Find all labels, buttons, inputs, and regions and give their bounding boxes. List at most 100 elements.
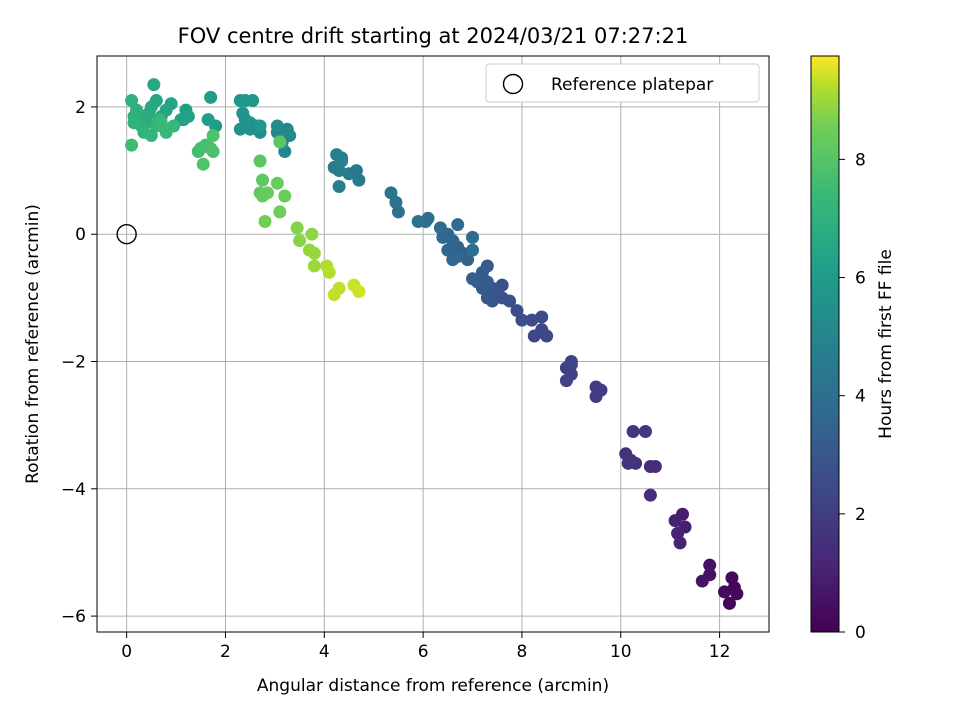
data-point [621, 456, 635, 470]
data-point [307, 259, 321, 273]
data-point [236, 106, 250, 120]
data-point [564, 355, 578, 369]
data-point [233, 122, 247, 136]
data-point [159, 125, 173, 139]
data-point [352, 284, 366, 298]
data-point [480, 259, 494, 273]
data-point [273, 205, 287, 219]
data-point [525, 313, 539, 327]
y-axis-label: Rotation from reference (arcmin) [23, 204, 43, 484]
colorbar-ticks: 0 2 4 6 8 [839, 150, 866, 643]
legend: Reference platepar [485, 63, 760, 103]
data-point [196, 157, 210, 171]
data-point [559, 374, 573, 388]
data-point [466, 272, 480, 286]
data-point [727, 580, 741, 594]
data-point [626, 425, 640, 439]
data-point [125, 138, 139, 152]
data-point [144, 129, 158, 143]
data-point [332, 179, 346, 193]
data-point [648, 460, 662, 474]
data-point [322, 265, 336, 279]
data-point [327, 288, 341, 302]
data-point [305, 227, 319, 241]
legend-marker-icon [502, 73, 524, 95]
data-point [589, 390, 603, 404]
data-point [290, 221, 304, 235]
grid-lines [97, 56, 769, 632]
data-point [260, 186, 274, 200]
data-point [673, 536, 687, 550]
data-point [206, 129, 220, 143]
y-tick-label: −4 [61, 480, 86, 500]
data-point [718, 585, 732, 599]
colorbar-tick-label: 6 [855, 269, 866, 289]
colorbar [810, 55, 840, 633]
data-point [703, 558, 717, 572]
x-tick-label: 2 [220, 642, 231, 662]
data-point [466, 230, 480, 244]
data-point [466, 243, 480, 257]
colorbar-label: Hours from first FF file [876, 249, 896, 439]
data-point [246, 94, 260, 108]
colorbar-tick-label: 8 [855, 150, 866, 170]
data-point [384, 186, 398, 200]
data-point [411, 214, 425, 228]
data-point [125, 94, 139, 108]
reference-platepar-marker [116, 224, 137, 245]
data-point [643, 488, 657, 502]
data-point [389, 195, 403, 209]
colorbar-tick-label: 4 [855, 387, 866, 407]
x-tick-label: 12 [709, 642, 731, 662]
y-axis-ticks: −6 −4 −2 0 2 [61, 98, 97, 627]
data-point [335, 151, 349, 165]
data-point [278, 189, 292, 203]
data-point [485, 294, 499, 308]
data-point [127, 116, 141, 130]
data-point [147, 78, 161, 92]
data-point [253, 119, 267, 133]
data-point [515, 313, 529, 327]
data-point [535, 310, 549, 324]
data-point [201, 113, 215, 127]
x-tick-label: 8 [517, 642, 528, 662]
data-point [441, 243, 455, 257]
x-tick-label: 10 [610, 642, 632, 662]
data-point [695, 574, 709, 588]
data-point [307, 246, 321, 260]
x-axis-label: Angular distance from reference (arcmin) [257, 676, 609, 696]
data-point [342, 167, 356, 181]
data-point [280, 122, 294, 136]
legend-entry-label: Reference platepar [551, 75, 713, 95]
y-tick-label: 0 [75, 225, 86, 245]
y-tick-label: 2 [75, 98, 86, 118]
x-axis-ticks: 0 2 4 6 8 10 12 [121, 632, 730, 662]
x-tick-label: 0 [121, 642, 132, 662]
plot-frame [96, 55, 770, 633]
data-point [206, 144, 220, 158]
data-points [125, 78, 744, 610]
chart-title: FOV centre drift starting at 2024/03/21 … [178, 24, 689, 48]
y-tick-label: −6 [61, 607, 86, 627]
data-point [270, 119, 284, 133]
y-tick-label: −2 [61, 353, 86, 373]
data-point [433, 221, 447, 235]
data-point [668, 514, 682, 528]
data-point [451, 249, 465, 263]
data-point [256, 173, 270, 187]
data-point [510, 304, 524, 318]
data-point [540, 329, 554, 343]
data-point [204, 90, 218, 104]
colorbar-tick-label: 0 [855, 623, 866, 643]
data-point [253, 154, 267, 168]
data-point [154, 116, 168, 130]
data-point [270, 176, 284, 190]
data-point [722, 596, 736, 610]
data-point [638, 425, 652, 439]
data-point [451, 218, 465, 232]
data-point [258, 214, 272, 228]
colorbar-tick-label: 2 [855, 505, 866, 525]
legend-box [485, 63, 760, 103]
data-point [293, 234, 307, 248]
